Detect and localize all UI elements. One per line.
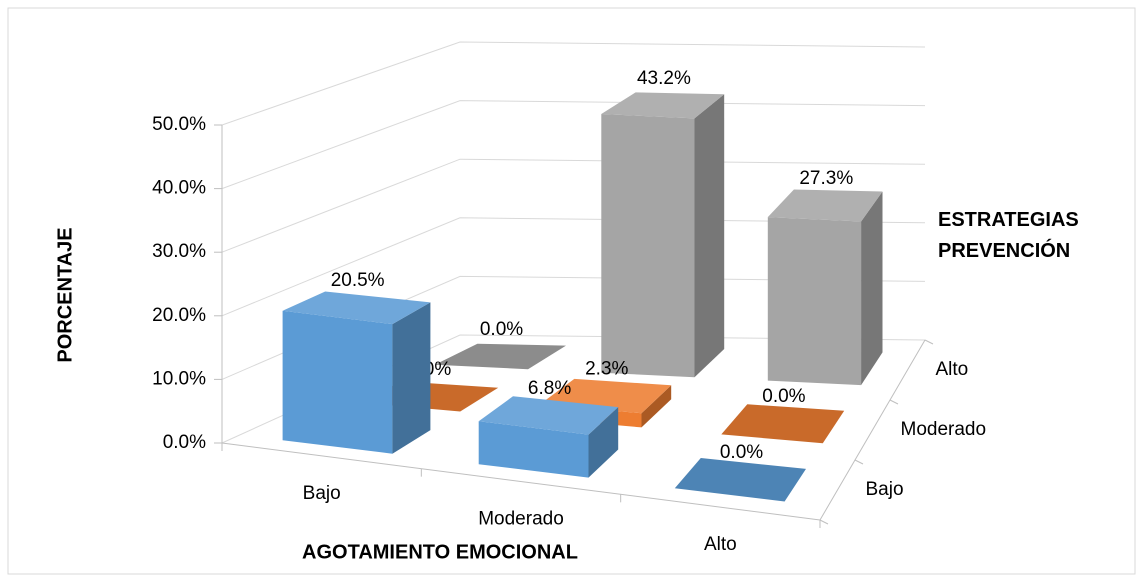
y-tick-label: 10.0% — [152, 368, 206, 389]
bar — [478, 396, 619, 478]
bar-side — [694, 94, 725, 378]
grid-line — [221, 41, 926, 126]
depth-tick — [819, 519, 829, 525]
bar-top — [434, 343, 566, 370]
bar-top — [478, 396, 619, 435]
y-tick-label: 20.0% — [152, 305, 206, 326]
bar-top — [601, 92, 725, 119]
value-label: 43.2% — [637, 68, 691, 89]
depth-axis — [819, 339, 926, 521]
bar — [721, 404, 845, 444]
bar-side — [641, 385, 672, 428]
value-label: 0.0% — [762, 386, 805, 407]
value-label: 2.3% — [585, 358, 628, 379]
depth-tick — [924, 339, 934, 345]
bar-side — [861, 191, 883, 386]
value-label: 27.3% — [799, 168, 853, 189]
y-tick-label: 30.0% — [152, 241, 206, 262]
depth-tick-label: Moderado — [901, 419, 987, 440]
value-label: 6.8% — [528, 378, 571, 399]
bar-front — [767, 217, 862, 386]
x-tick-label: Moderado — [478, 509, 564, 530]
grid-line — [221, 100, 926, 190]
bar — [674, 458, 806, 502]
depth-tick-label: Alto — [936, 359, 969, 380]
value-label: 20.5% — [331, 270, 385, 291]
depth-axis-title: ESTRATEGIAS PREVENCIÓN — [938, 209, 1079, 262]
bar — [601, 92, 725, 378]
x-axis-title: AGOTAMIENTO EMOCIONAL — [302, 541, 578, 563]
x-axis — [221, 442, 821, 521]
bar — [434, 343, 566, 370]
depth-tick-label: Bajo — [866, 479, 904, 500]
y-axis-title: PORCENTAJE — [54, 227, 76, 362]
bar-side — [392, 302, 431, 454]
y-tick-label: 50.0% — [152, 114, 206, 135]
bar-top — [767, 189, 883, 222]
bar-top — [674, 458, 806, 502]
depth-tick — [889, 399, 899, 405]
bar — [282, 291, 431, 454]
y-tick-label: 40.0% — [152, 178, 206, 199]
value-label: 0.0% — [480, 319, 523, 340]
value-label: 0.0% — [720, 442, 763, 463]
y-tick-label: 0.0% — [163, 432, 206, 453]
chart-border — [7, 7, 1136, 575]
bar-front — [478, 421, 589, 478]
bar-top — [721, 404, 845, 444]
x-tick-label: Bajo — [303, 483, 341, 504]
bar — [767, 189, 883, 386]
depth-tick — [854, 459, 864, 465]
bar-front — [282, 310, 393, 454]
bar-front — [601, 114, 695, 378]
bar-top — [282, 291, 431, 325]
x-tick-label: Alto — [704, 534, 737, 555]
bar-side — [588, 407, 619, 478]
grid-line — [221, 158, 926, 253]
